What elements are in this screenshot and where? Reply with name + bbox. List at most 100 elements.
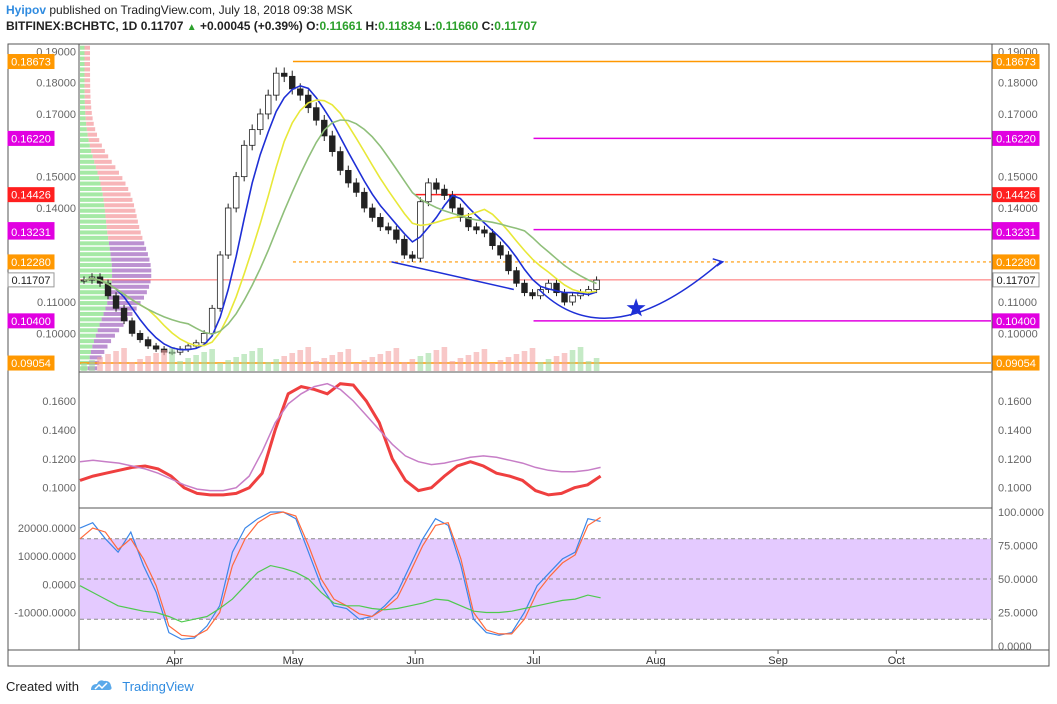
chart-frame [7, 43, 1050, 667]
candle-body[interactable] [529, 292, 536, 297]
candle-body[interactable] [313, 107, 320, 121]
candle-body[interactable] [256, 113, 264, 131]
candle-body[interactable] [377, 217, 384, 228]
volume-profile-bar [84, 51, 91, 56]
trend-line[interactable] [391, 261, 514, 291]
publish-line: Hyipov published on TradingView.com, Jul… [6, 2, 1046, 18]
up-arrow-icon: ▲ [186, 22, 197, 33]
candle-body[interactable] [224, 207, 232, 256]
candle-body[interactable] [473, 226, 480, 231]
candle-body[interactable] [120, 307, 128, 322]
volume-bar [169, 347, 175, 371]
candle-body[interactable] [505, 254, 512, 272]
volume-profile-bar [95, 165, 116, 170]
candle-body[interactable] [425, 182, 432, 203]
volume-bar [145, 356, 151, 371]
candle-body[interactable] [329, 135, 336, 152]
volume-bar [97, 357, 103, 371]
volume-bar [489, 363, 496, 371]
star-icon[interactable] [626, 298, 646, 317]
y-tick-label: 0.14000 [998, 203, 1038, 215]
candle-body[interactable] [593, 279, 600, 290]
price-badge-right [992, 313, 1040, 329]
volume-profile-bar [84, 100, 91, 105]
candle-body[interactable] [337, 151, 344, 171]
volume-bar [321, 358, 328, 371]
volume-bar [241, 354, 247, 371]
open-value: 0.11661 [319, 19, 363, 33]
candle-body[interactable] [489, 232, 496, 247]
candle-body[interactable] [232, 176, 240, 209]
price-badge-label: 0.09054 [11, 358, 51, 370]
volume-profile-bar [80, 246, 110, 251]
candle-body[interactable] [216, 254, 224, 309]
candle-body[interactable] [409, 254, 416, 259]
candle-body[interactable] [521, 282, 528, 294]
volume-bar [161, 350, 167, 371]
volume-bar [401, 362, 408, 371]
candle-body[interactable] [369, 207, 376, 218]
candle-body[interactable] [417, 201, 424, 259]
tradingview-brand[interactable]: TradingView [122, 679, 194, 694]
candle-body[interactable] [200, 332, 208, 344]
candle-body[interactable] [281, 72, 288, 77]
price-badge-right [992, 224, 1040, 240]
volume-profile-bar [80, 355, 90, 360]
candle-body[interactable] [128, 320, 136, 334]
candle-body[interactable] [265, 94, 272, 115]
author-link[interactable]: Hyipov [6, 3, 47, 17]
volume-profile-bar [80, 159, 95, 164]
candle-body[interactable] [136, 332, 144, 341]
volume-profile-bar [106, 225, 140, 230]
candle-body[interactable] [152, 345, 160, 350]
price-badge-left [7, 54, 55, 70]
candle-body[interactable] [441, 188, 448, 196]
candle-body[interactable] [385, 226, 392, 231]
stoch-y-tick-label: 25.0000 [998, 608, 1038, 620]
candle-body[interactable] [393, 229, 400, 240]
price-pane[interactable] [78, 43, 993, 373]
candle-body[interactable] [457, 207, 464, 218]
volume-profile-bar [80, 317, 102, 322]
volume-profile-bar [80, 263, 112, 268]
candle-body[interactable] [240, 144, 248, 178]
volume-profile-bar [80, 121, 87, 126]
volume-profile-bar [88, 138, 100, 143]
price-badge-label: 0.18673 [11, 57, 51, 69]
volume-profile-bar [92, 154, 109, 159]
volume-profile-bar [80, 339, 94, 344]
candle-body[interactable] [297, 88, 304, 96]
candle-body[interactable] [553, 282, 560, 294]
price-badge-left [7, 187, 55, 203]
candle-body[interactable] [481, 229, 488, 234]
candle-body[interactable] [433, 182, 440, 190]
stoch-left-tick-label: 10000.0000 [18, 551, 76, 563]
candle-body[interactable] [401, 238, 408, 256]
projection-arc[interactable] [538, 261, 722, 319]
candle-body[interactable] [561, 292, 568, 303]
candle-body[interactable] [112, 295, 120, 309]
stoch-left-tick-label: -10000.0000 [14, 608, 76, 620]
volume-bar [385, 351, 392, 371]
x-tick-label: May [283, 655, 304, 667]
candle-body[interactable] [465, 217, 472, 228]
candle-body[interactable] [345, 169, 352, 184]
volume-profile-bar [108, 295, 145, 300]
tradingview-logo-icon[interactable] [89, 678, 113, 698]
ma-pane[interactable] [78, 371, 993, 509]
volume-profile-bar [84, 78, 91, 83]
volume-profile-bar [80, 208, 105, 213]
y-tick-label: 0.15000 [998, 172, 1038, 184]
candle-body[interactable] [497, 245, 504, 256]
candle-body[interactable] [361, 191, 368, 209]
symbol-label[interactable]: BITFINEX:BCHBTC, 1D [6, 19, 138, 33]
candle-body[interactable] [513, 270, 520, 284]
candle-body[interactable] [144, 339, 152, 347]
candle-body[interactable] [569, 295, 576, 303]
candle-body[interactable] [248, 129, 256, 146]
volume-bar [273, 359, 280, 371]
candle-body[interactable] [273, 72, 280, 96]
candle-body[interactable] [353, 182, 360, 193]
candle-body[interactable] [289, 75, 296, 90]
